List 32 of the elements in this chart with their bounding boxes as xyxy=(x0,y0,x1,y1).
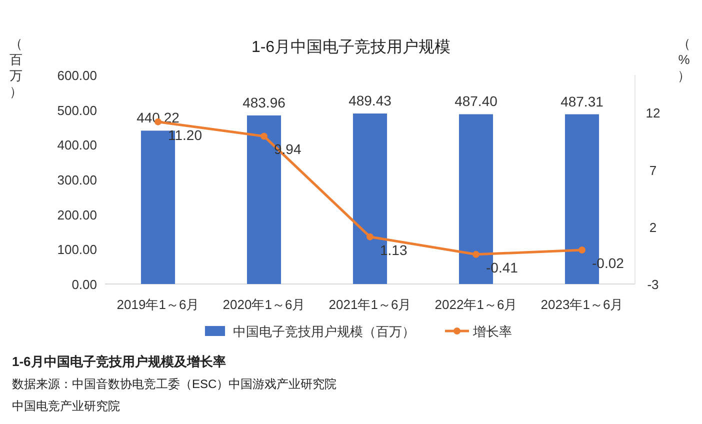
y2-axis-title: （%） xyxy=(678,36,690,83)
text: 中国电竞产业研究院 xyxy=(12,399,120,413)
text: 1-6月中国电子竞技用户规模及增长率 xyxy=(12,354,226,369)
data-label: 487.40 xyxy=(454,93,498,110)
legend-label: 中国电子竞技用户规模（百万） xyxy=(233,324,415,339)
point xyxy=(578,246,586,254)
y-tick-label: 100.00 xyxy=(57,242,97,258)
data-label: 489.43 xyxy=(348,92,392,109)
chart-title: 1-6月中国电子竞技用户规模 xyxy=(251,38,451,56)
legend-label: 增长率 xyxy=(472,324,512,339)
y-axis-title: （百万） xyxy=(10,36,22,99)
y-tick-label: 300.00 xyxy=(57,172,97,188)
source-note: 数据来源：中国音数协电竞工委（ESC）中国游戏产业研究院 xyxy=(12,377,337,391)
y2-tick-label: 7 xyxy=(649,162,657,178)
data-label: 487.31 xyxy=(560,93,604,110)
y2-tick-label: 12 xyxy=(646,106,660,121)
point xyxy=(472,250,480,258)
y-tick-label: 200.00 xyxy=(57,207,97,222)
x-tick-label: 2019年1～6月 xyxy=(116,297,200,312)
x-tick-label: 2021年1～6月 xyxy=(328,297,412,312)
data-label: 483.96 xyxy=(242,94,286,110)
y2-tick-label: 2 xyxy=(649,220,657,235)
y-tick-label: 400.00 xyxy=(57,138,97,153)
point xyxy=(366,233,374,240)
x-tick-label: 2022年1～6月 xyxy=(434,297,518,312)
y2-tick-label: -3 xyxy=(647,277,659,292)
y-tick-label: 0.00 xyxy=(72,277,97,292)
y-tick-label: 600.00 xyxy=(57,68,97,83)
y-tick-label: 500.00 xyxy=(57,102,97,118)
point xyxy=(260,132,268,140)
x-tick-label: 2023年1～6月 xyxy=(540,297,624,312)
x-tick-label: 2020年1～6月 xyxy=(222,297,306,312)
